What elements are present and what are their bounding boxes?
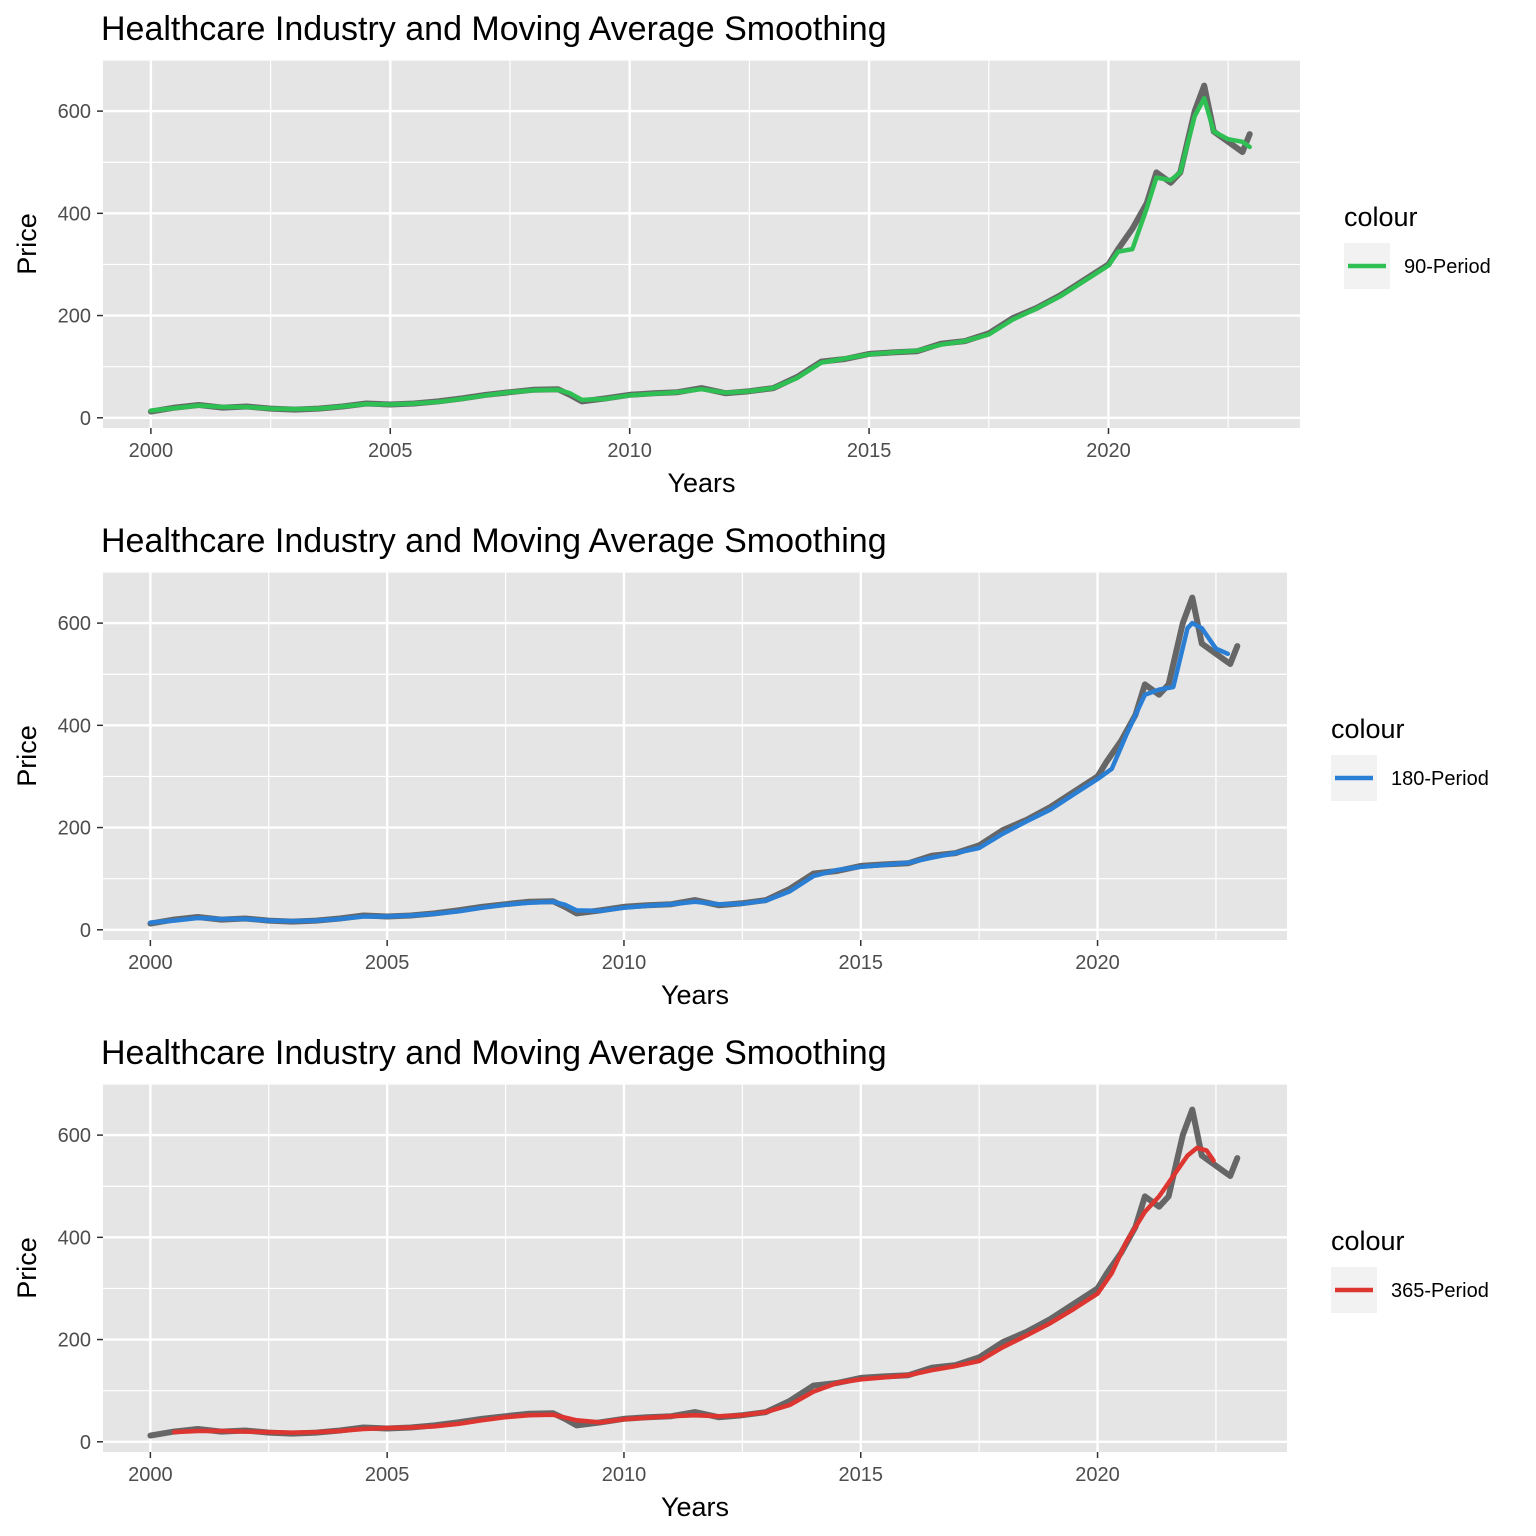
chart-2-x-tick-label: 2015 [839,952,884,974]
chart-3-y-tick-label: 200 [58,1330,91,1352]
chart-3-x-tick-label: 2020 [1075,1464,1120,1486]
chart-panel-3: 2000 2005 2010 2015 2020 0 200 400 600 Healthcare… [0,1024,1536,1536]
chart-2-y-tick-label: 0 [80,920,91,942]
chart-3-svg: 2000 2005 2010 2015 2020 0 200 400 600 Healthcare… [12,1034,1489,1522]
chart-panel-1: 2000 2005 2010 2015 2020 0 200 400 600 Healthcare… [0,0,1536,512]
chart-3-y-tick-label: 600 [58,1125,91,1147]
chart-2-svg: 2000 2005 2010 2015 2020 0 200 400 600 Healthcare… [12,522,1489,1010]
chart-2-x-tick-label: 2010 [602,952,647,974]
chart-3-x-tick-label: 2000 [128,1464,173,1486]
chart-3-y-tick-label: 0 [80,1432,91,1454]
chart-1-legend-title: colour [1344,202,1418,232]
chart-2-y-tick-label: 600 [58,613,91,635]
chart-3-legend-label: 365-Period [1391,1280,1489,1302]
chart-2-y-tick-label: 400 [58,715,91,737]
chart-2-y-tick-label: 200 [58,818,91,840]
chart-2-title: Healthcare Industry and Moving Average S… [101,522,887,560]
chart-1-x-tick-label: 2010 [607,440,652,462]
chart-1-svg: 2000 2005 2010 2015 2020 0 200 400 600 Healthcare… [12,10,1491,498]
chart-3-moving-average-line [171,1145,1216,1435]
chart-2-x-tick-label: 2005 [365,952,410,974]
chart-1-x-tick-label: 2015 [847,440,892,462]
chart-1-x-tick-label: 2020 [1086,440,1131,462]
chart-2-legend-title: colour [1331,714,1405,744]
chart-2-x-tick-label: 2000 [128,952,173,974]
chart-1-y-tick-label: 0 [80,408,91,430]
chart-2-x-axis-title: Years [661,980,729,1010]
chart-1-y-tick-label: 600 [58,101,91,123]
chart-3-legend-title: colour [1331,1226,1405,1256]
chart-1-x-tick-label: 2000 [129,440,174,462]
chart-1-x-tick-label: 2005 [368,440,413,462]
chart-3-x-tick-label: 2015 [839,1464,884,1486]
chart-3-x-axis-title: Years [661,1492,729,1522]
chart-3-x-tick-label: 2005 [365,1464,410,1486]
chart-1-x-axis-title: Years [667,468,735,498]
chart-1-legend-label: 90-Period [1404,256,1491,278]
chart-1-y-axis-title: Price [12,213,42,275]
chart-1-title: Healthcare Industry and Moving Average S… [101,10,887,48]
chart-3-x-tick-label: 2010 [602,1464,647,1486]
chart-1-y-tick-label: 400 [58,203,91,225]
chart-2-x-tick-label: 2020 [1075,952,1120,974]
chart-1-y-tick-label: 200 [58,306,91,328]
chart-panel-2: 2000 2005 2010 2015 2020 0 200 400 600 Healthcare… [0,512,1536,1024]
chart-1-moving-average-line [148,96,1252,413]
chart-2-moving-average-line [148,620,1231,925]
chart-3-title: Healthcare Industry and Moving Average S… [101,1034,887,1072]
chart-3-y-axis-title: Price [12,1237,42,1299]
chart-2-y-axis-title: Price [12,725,42,787]
chart-2-legend-label: 180-Period [1391,768,1489,790]
chart-3-y-tick-label: 400 [58,1227,91,1249]
